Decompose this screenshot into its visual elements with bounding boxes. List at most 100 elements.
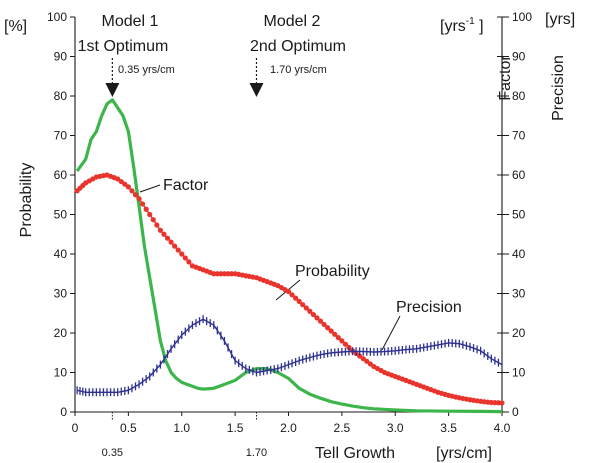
probability-point bbox=[310, 311, 317, 318]
probability-point bbox=[143, 206, 149, 212]
x-axis-label: Tell Growth bbox=[315, 445, 395, 462]
probability-point bbox=[115, 176, 121, 182]
probability-point bbox=[328, 328, 334, 334]
probability-point bbox=[325, 325, 331, 331]
x-axis-unit: [yrs/cm] bbox=[436, 445, 492, 462]
y-left-tick-label: 80 bbox=[54, 89, 68, 103]
factor-leader bbox=[139, 184, 161, 193]
probability-point bbox=[122, 181, 128, 187]
probability-point bbox=[186, 259, 192, 265]
probability-point bbox=[228, 271, 235, 277]
series-layer bbox=[74, 98, 505, 414]
probability-point bbox=[168, 239, 174, 245]
y-right-tick-label: 20 bbox=[512, 326, 526, 340]
model1-title: Model 1 bbox=[102, 13, 159, 30]
model2-value: 1.70 yrs/cm bbox=[270, 64, 327, 76]
probability-point bbox=[289, 292, 295, 298]
probability-point bbox=[161, 231, 167, 237]
probability-point bbox=[339, 338, 345, 344]
precision-leader bbox=[381, 315, 401, 351]
probability-point bbox=[118, 178, 124, 185]
probability-point bbox=[211, 271, 217, 277]
y-right-tick-label: 0 bbox=[512, 405, 519, 419]
probability-point bbox=[125, 184, 131, 190]
factor-label: Factor bbox=[163, 177, 209, 194]
y-right-factor-unit: [yrs-1 ] bbox=[440, 16, 484, 35]
y-right-tick-label: 40 bbox=[512, 247, 526, 261]
probability-point bbox=[300, 302, 306, 308]
probability-label: Probability bbox=[295, 263, 370, 280]
y-left-unit: [%] bbox=[4, 18, 27, 35]
probability-point bbox=[150, 217, 156, 223]
model2-title: Model 2 bbox=[264, 13, 321, 30]
x-tick-label: 1.5 bbox=[227, 421, 244, 435]
probability-point bbox=[179, 251, 185, 257]
probability-point bbox=[214, 271, 220, 277]
probability-point bbox=[175, 247, 181, 253]
x-tick-label: 0 bbox=[72, 421, 79, 435]
y-left-tick-label: 10 bbox=[54, 366, 68, 380]
probability-point bbox=[296, 298, 302, 304]
model1-subtitle: 1st Optimum bbox=[78, 38, 169, 55]
probability-point bbox=[129, 188, 135, 194]
x-tick-label: 2.5 bbox=[334, 421, 351, 435]
x-extra-tick-label: 1.70 bbox=[246, 447, 267, 459]
probability-point bbox=[132, 192, 139, 198]
y-right-tick-label: 100 bbox=[512, 10, 532, 24]
probability-point bbox=[317, 318, 324, 324]
y-right-factor-label: Factor bbox=[497, 55, 514, 101]
probability-point bbox=[147, 211, 153, 218]
probability-point bbox=[303, 305, 309, 311]
x-extra-tick-label: 0.35 bbox=[102, 447, 123, 459]
y-right-tick-label: 70 bbox=[512, 129, 526, 143]
x-tick-label: 0.5 bbox=[120, 421, 137, 435]
x-tick-label: 3.0 bbox=[387, 421, 404, 435]
probability-point bbox=[314, 315, 320, 321]
probability-point bbox=[285, 288, 292, 295]
probability-point bbox=[321, 321, 327, 328]
probability-point bbox=[225, 271, 231, 277]
probability-point bbox=[221, 271, 228, 277]
probability-point bbox=[164, 235, 171, 241]
probability-point bbox=[157, 227, 163, 233]
probability-point bbox=[360, 356, 366, 362]
y-left-label: Probability bbox=[18, 163, 35, 238]
y-left-tick-label: 30 bbox=[54, 287, 68, 301]
probability-point bbox=[335, 335, 341, 341]
probability-point bbox=[154, 222, 160, 228]
y-right-tick-label: 90 bbox=[512, 50, 526, 64]
model1-value: 0.35 yrs/cm bbox=[118, 64, 175, 76]
probability-point bbox=[218, 271, 224, 277]
probability-point bbox=[182, 255, 188, 261]
probability-point bbox=[367, 361, 373, 367]
probability-point bbox=[342, 341, 349, 347]
model2-arrow-head bbox=[249, 83, 264, 97]
x-tick-label: 1.0 bbox=[173, 421, 190, 435]
probability-point bbox=[293, 295, 299, 301]
model2-subtitle: 2nd Optimum bbox=[250, 38, 346, 55]
y-left-tick-label: 90 bbox=[54, 50, 68, 64]
x-tick-label: 2.0 bbox=[280, 421, 297, 435]
precision-label: Precision bbox=[396, 299, 462, 316]
y-right-precision-unit: [yrs] bbox=[545, 11, 575, 28]
y-left-tick-label: 20 bbox=[54, 326, 68, 340]
probability-point bbox=[172, 243, 178, 249]
y-right-tick-label: 60 bbox=[512, 168, 526, 182]
model1-arrow-head bbox=[105, 83, 120, 97]
y-right-tick-label: 80 bbox=[512, 89, 526, 103]
factor-line bbox=[75, 98, 503, 414]
y-left-tick-label: 40 bbox=[54, 247, 68, 261]
probability-point bbox=[332, 331, 338, 337]
probability-point bbox=[499, 400, 505, 406]
probability-point bbox=[364, 358, 370, 364]
y-left-tick-label: 60 bbox=[54, 168, 68, 182]
probability-point bbox=[307, 308, 313, 314]
probability-point bbox=[357, 353, 363, 359]
axes: 0 0.5 1.0 1.5 2.0 2.5 3.0 3.5 4.0 0.35 1.70 0 10 20 30… bbox=[47, 10, 532, 459]
y-left-tick-label: 50 bbox=[54, 208, 68, 222]
probability-point bbox=[140, 201, 146, 207]
probability-point bbox=[136, 196, 142, 202]
y-right-precision-label: Precision bbox=[550, 55, 567, 121]
y-left-tick-label: 0 bbox=[60, 405, 67, 419]
